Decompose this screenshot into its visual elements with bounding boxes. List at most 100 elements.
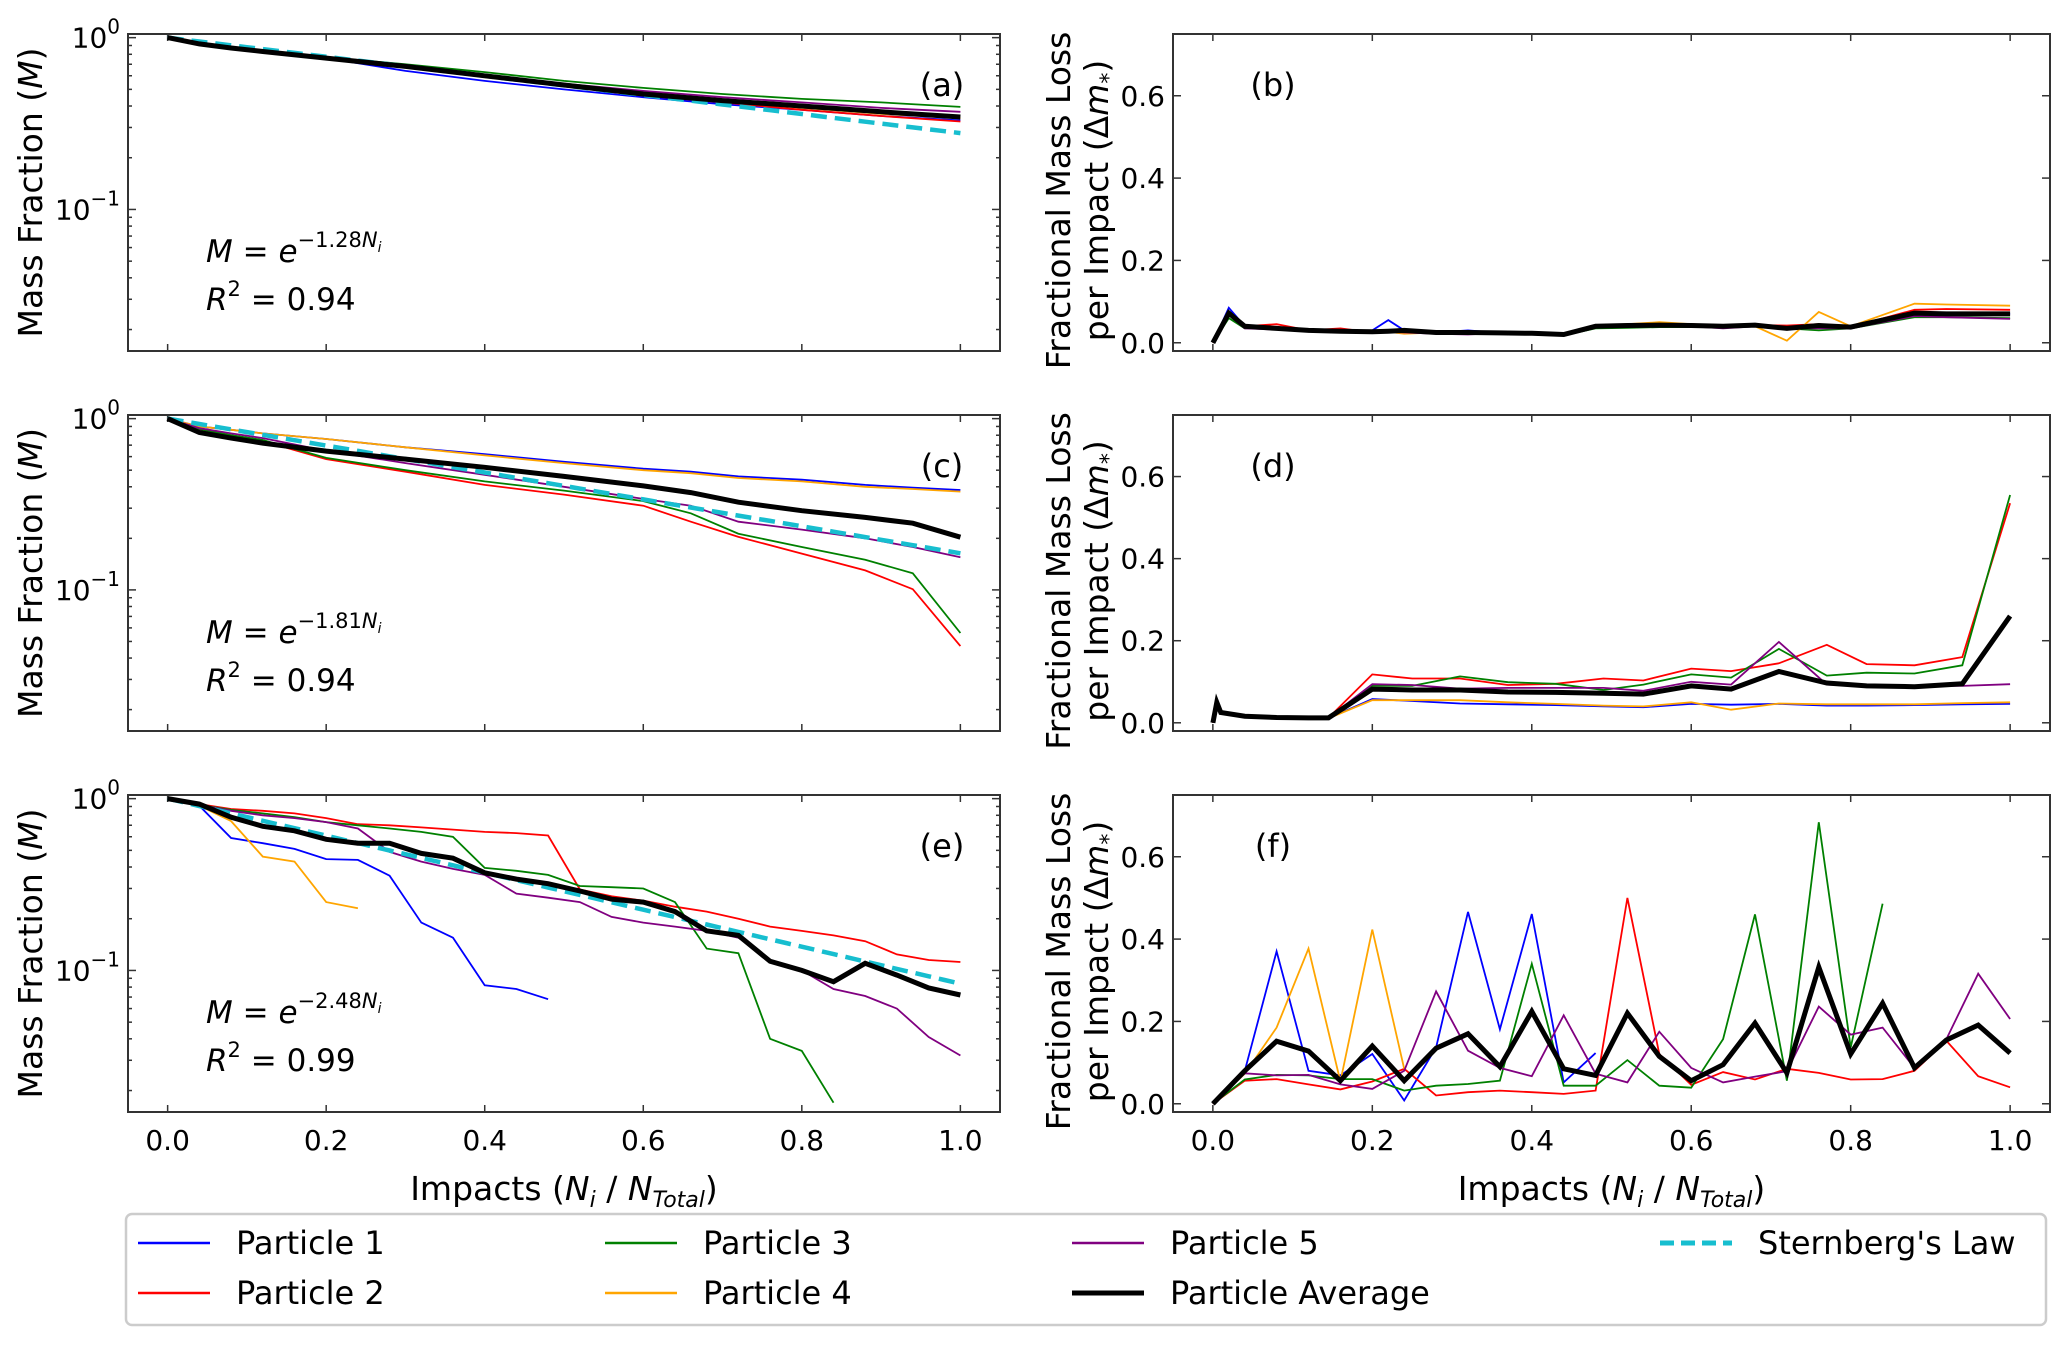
panel-e: 0.0 0.2 0.4 0.6 0.8 1.0 100 10−1 (e) M = e−2.48Ni… <box>11 776 1001 1213</box>
legend-label: Particle 2 <box>236 1274 385 1312</box>
series-particle-average <box>1211 959 2012 1106</box>
axes-frame <box>127 794 1001 1113</box>
panel-c: 100 10−1 (c) M = e−1.81Ni R2 = 0.94 Mass Frac… <box>11 396 1001 732</box>
y-tick-label: 0.2 <box>1120 244 1165 277</box>
panel-f: 0.0 0.2 0.4 0.6 0.8 1.0 0.0 0.2 0.4 0.6 (f) Fractio… <box>1039 793 2051 1213</box>
series-particle-5 <box>167 797 961 1057</box>
axes-frame <box>127 414 1001 732</box>
x-tick-label: 1.0 <box>1988 1124 2033 1157</box>
series-particle-average <box>166 416 962 540</box>
y-axis-label: Mass Fraction (M) <box>11 428 50 718</box>
x-tick-label: 0.0 <box>145 1124 190 1157</box>
panel-label: (e) <box>920 827 965 865</box>
panel-a: 100 10−1 (a) M = e−1.28Ni R2 = 0.94 Mass Frac… <box>11 15 1001 352</box>
y-tick-label: 10−1 <box>55 567 120 607</box>
axes-frame <box>127 33 1001 352</box>
series-particle-3 <box>1212 822 1884 1105</box>
legend-item-particle-5: Particle 5 <box>1072 1224 1319 1262</box>
x-tick-label: 0.8 <box>780 1124 825 1157</box>
axes-frame <box>1172 414 2051 732</box>
r-squared: R2 = 0.94 <box>206 277 356 318</box>
y-tick-label: 100 <box>72 15 120 55</box>
panel-label: (a) <box>920 66 965 104</box>
panel-label: (b) <box>1250 66 1295 104</box>
series-sternbergs-law <box>167 416 961 556</box>
legend-item-sternberg-s-law: Sternberg's Law <box>1660 1224 2016 1262</box>
fit-equation: M = e−1.81Ni <box>206 609 382 651</box>
legend-label: Particle 5 <box>1170 1224 1319 1262</box>
y-axis-label-line2: per Impact (Δm*) <box>1077 821 1122 1102</box>
x-tick-label: 0.6 <box>1669 1124 1714 1157</box>
y-tick-label: 0.6 <box>1120 841 1165 874</box>
x-tick-label: 0.2 <box>1350 1124 1395 1157</box>
legend-label: Particle Average <box>1170 1274 1430 1312</box>
y-tick-label: 10−1 <box>55 186 120 226</box>
panels: 100 10−1 (a) M = e−1.28Ni R2 = 0.94 Mass Frac… <box>11 15 2051 1213</box>
legend-item-particle-3: Particle 3 <box>605 1224 852 1262</box>
y-tick-label: 0.4 <box>1120 923 1165 956</box>
legend: Particle 1 Particle 2 Particle 3 Particle 4… <box>124 1212 2048 1327</box>
series-particle-3 <box>167 417 962 634</box>
y-axis-label: Mass Fraction (M) <box>11 808 50 1098</box>
x-tick-label: 0.4 <box>1510 1124 1555 1157</box>
y-tick-label: 0.4 <box>1120 162 1165 195</box>
series-particle-1 <box>1212 911 1597 1105</box>
legend-item-particle-1: Particle 1 <box>138 1224 385 1262</box>
y-tick-label: 0.4 <box>1120 543 1165 576</box>
legend-label: Particle 3 <box>703 1224 852 1262</box>
x-tick-label: 1.0 <box>938 1124 983 1157</box>
x-tick-label: 0.0 <box>1191 1124 1236 1157</box>
y-tick-label: 0.2 <box>1120 625 1165 658</box>
series-particle-average <box>1210 614 2013 724</box>
panel-b: 0.0 0.2 0.4 0.6 (b) Fractional Mass Loss per I… <box>1039 32 2051 370</box>
y-tick-label: 0.6 <box>1120 461 1165 494</box>
y-axis-label-line1: Fractional Mass Loss <box>1039 793 1078 1131</box>
series-particle-average <box>167 796 961 998</box>
panel-label: (c) <box>921 447 964 485</box>
legend-label: Sternberg's Law <box>1758 1224 2016 1262</box>
panel-d: 0.0 0.2 0.4 0.6 (d) Fractional Mass Loss per I… <box>1039 412 2051 750</box>
legend-item-particle-4: Particle 4 <box>605 1274 852 1312</box>
series-group <box>166 416 962 647</box>
y-tick-label: 0.0 <box>1120 327 1165 360</box>
y-tick-label: 0.0 <box>1120 707 1165 740</box>
x-tick-label: 0.2 <box>304 1124 349 1157</box>
y-axis-label-line2: per Impact (Δm*) <box>1077 60 1122 341</box>
series-group <box>1211 822 2012 1106</box>
r-squared: R2 = 0.99 <box>206 1038 356 1079</box>
series-sternbergs-law <box>167 796 961 986</box>
x-axis-label: Impacts (Ni / NTotal) <box>1458 1169 1766 1213</box>
x-axis-label: Impacts (Ni / NTotal) <box>410 1169 718 1213</box>
legend-label: Particle 4 <box>703 1274 852 1312</box>
series-group <box>167 796 961 1104</box>
y-tick-label: 10−1 <box>55 947 120 987</box>
x-tick-label: 0.8 <box>1828 1124 1873 1157</box>
series-particle-5 <box>1212 971 2011 1105</box>
series-particle-3 <box>167 797 835 1104</box>
x-tick-label: 0.4 <box>462 1124 507 1157</box>
series-particle-1 <box>167 797 549 1001</box>
series-group <box>1210 302 2011 344</box>
series-group <box>1210 494 2013 724</box>
legend-item-particle-2: Particle 2 <box>138 1274 385 1312</box>
legend-item-particle-average: Particle Average <box>1072 1274 1430 1312</box>
axes-frame <box>1172 33 2051 352</box>
panel-label: (d) <box>1250 447 1295 485</box>
series-particle-average <box>167 35 961 120</box>
y-tick-label: 0.2 <box>1120 1005 1165 1038</box>
x-tick-label: 0.6 <box>621 1124 666 1157</box>
series-group <box>167 35 961 136</box>
series-particle-2 <box>167 797 961 963</box>
y-axis-label-line1: Fractional Mass Loss <box>1039 32 1078 370</box>
legend-label: Particle 1 <box>236 1224 385 1262</box>
y-axis-label: Mass Fraction (M) <box>11 47 50 337</box>
fit-equation: M = e−1.28Ni <box>206 228 382 270</box>
y-tick-label: 100 <box>72 776 120 816</box>
axes-frame <box>1172 794 2051 1113</box>
series-particle-2 <box>1212 897 2011 1105</box>
fit-equation: M = e−2.48Ni <box>206 989 382 1031</box>
y-tick-label: 100 <box>72 396 120 436</box>
y-axis-label-line1: Fractional Mass Loss <box>1039 412 1078 750</box>
